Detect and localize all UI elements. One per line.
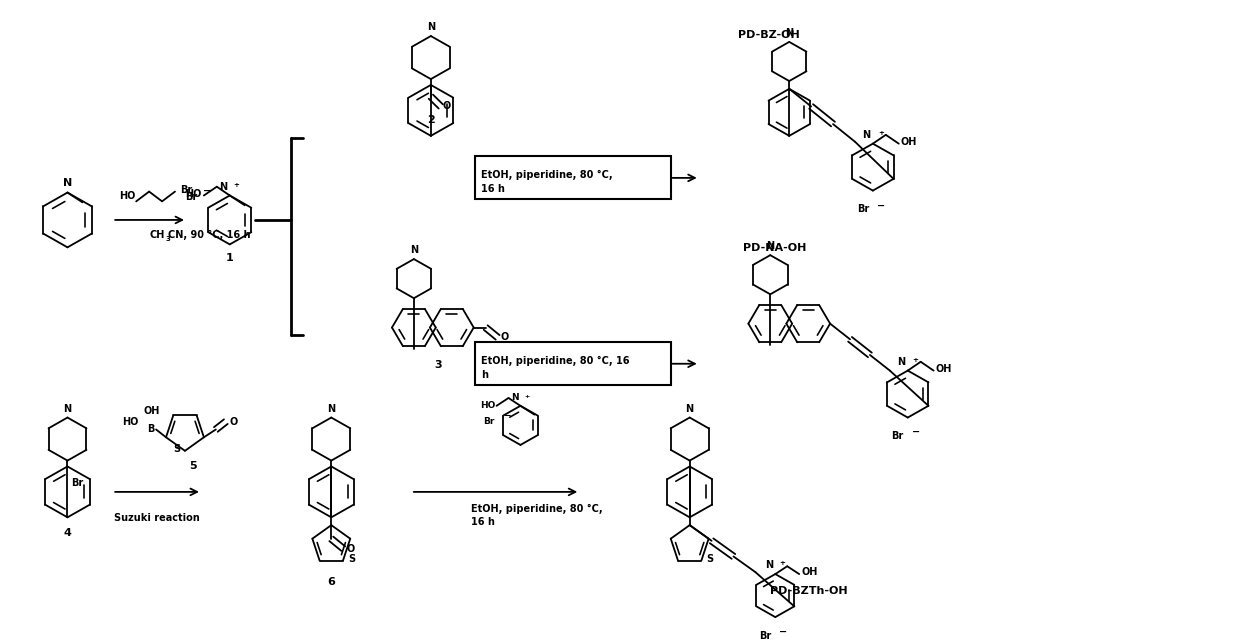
Text: 16 h: 16 h [481,184,505,194]
Text: −: − [502,411,510,420]
Text: EtOH, piperidine, 80 °C,: EtOH, piperidine, 80 °C, [481,170,613,180]
Text: OH: OH [936,364,952,374]
Text: N: N [327,404,335,413]
Text: h: h [481,370,487,379]
Text: −: − [779,627,787,637]
Text: OH: OH [144,406,160,416]
Text: N: N [897,357,905,366]
Text: N: N [765,560,774,570]
Text: PD-NA-OH: PD-NA-OH [743,243,806,253]
Text: −: − [203,185,211,196]
Text: HO: HO [186,189,202,198]
Text: CH: CH [149,230,165,240]
Text: +: + [878,130,884,136]
Text: HO: HO [119,191,135,202]
Text: S: S [348,554,355,564]
Text: Br: Br [857,204,869,214]
Text: 16 h: 16 h [471,517,495,527]
Text: OH: OH [900,137,918,147]
Text: 3: 3 [434,360,441,370]
Text: +: + [525,394,529,399]
Text: Br: Br [72,478,84,488]
Text: PD-BZ-OH: PD-BZ-OH [739,30,800,40]
Text: PD-BZTh-OH: PD-BZTh-OH [770,585,848,596]
Text: N: N [862,129,870,140]
Text: HO: HO [480,401,496,410]
Text: O: O [501,332,508,343]
Text: −: − [911,428,920,437]
Text: +: + [913,357,919,363]
Text: Br: Br [484,417,495,426]
Text: HO: HO [122,417,138,426]
Text: 6: 6 [327,577,335,587]
Text: N: N [785,28,794,38]
Text: N: N [511,393,518,402]
Text: OH: OH [801,567,817,577]
Text: Br: Br [892,431,904,441]
Text: 3: 3 [165,236,170,242]
Text: Br: Br [180,185,192,194]
Text: Br: Br [185,193,197,202]
Text: N: N [766,242,774,251]
Text: N: N [218,182,227,191]
Text: N: N [686,404,693,413]
Text: 5: 5 [190,462,197,471]
Text: S: S [174,444,181,454]
Text: CN, 90 °C, 16 h: CN, 90 °C, 16 h [169,229,250,240]
Text: N: N [409,245,418,255]
Text: Br: Br [759,631,771,641]
Text: +: + [779,560,785,566]
Text: N: N [63,178,72,187]
Text: O: O [346,544,355,554]
Text: B: B [148,424,155,435]
Text: 1: 1 [226,253,233,263]
Text: EtOH, piperidine, 80 °C, 16: EtOH, piperidine, 80 °C, 16 [481,356,629,366]
Text: O: O [229,417,238,426]
Text: 4: 4 [63,528,72,538]
Text: O: O [443,102,451,111]
Text: N: N [63,404,72,413]
Text: +: + [233,182,239,187]
Text: 2: 2 [427,115,435,125]
Text: −: − [877,200,885,211]
Text: Suzuki reaction: Suzuki reaction [114,513,200,524]
Text: S: S [707,554,713,564]
Text: N: N [427,22,435,32]
Text: EtOH, piperidine, 80 °C,: EtOH, piperidine, 80 °C, [471,504,603,514]
